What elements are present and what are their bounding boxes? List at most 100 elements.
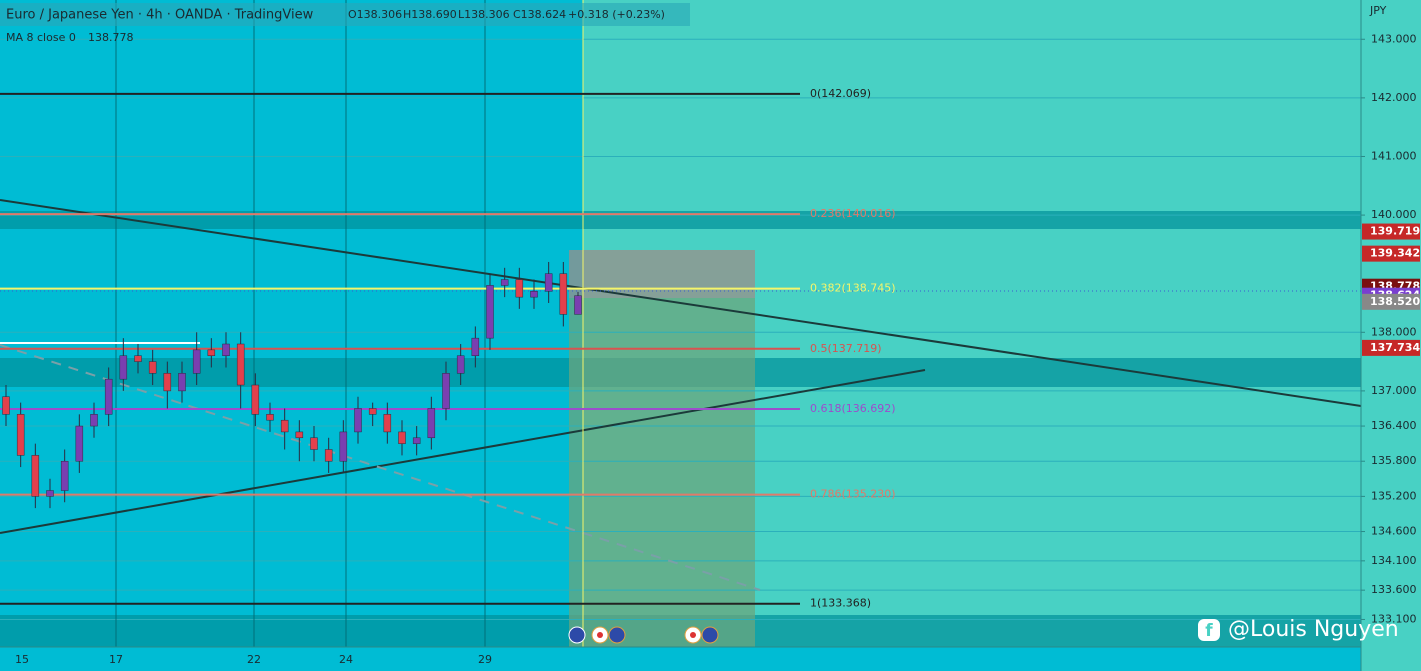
candle-body: [354, 408, 362, 433]
y-tick-label: 134.600: [1371, 525, 1417, 538]
ohlc-value: +0.318 (+0.23%): [568, 8, 665, 21]
candle-body: [236, 343, 245, 386]
candle-body: [60, 460, 69, 491]
price-tag: [1362, 293, 1420, 310]
candle-body: [544, 273, 553, 292]
event-icon: [690, 632, 696, 638]
watermark-text: @Louis Nguyen: [1228, 617, 1399, 642]
y-tick-label: 135.200: [1371, 489, 1417, 502]
candle-body: [75, 425, 84, 462]
watermark: f @Louis Nguyen: [1198, 617, 1399, 642]
candle-body: [310, 437, 318, 450]
candle-body: [574, 295, 582, 315]
y-tick-label: 140.000: [1371, 208, 1417, 221]
candle-body: [442, 373, 450, 409]
candle-body: [148, 361, 157, 374]
candle-body: [134, 355, 142, 362]
candle-body: [339, 431, 348, 462]
indicator-name: MA 8 close 0: [6, 31, 76, 44]
facebook-icon: [1198, 619, 1220, 641]
candle-body: [295, 431, 304, 439]
event-icon: [597, 632, 603, 638]
price-axis-bg: [1361, 0, 1421, 671]
ohlc-value: L138.306: [458, 8, 510, 21]
y-tick-label: 141.000: [1371, 149, 1417, 162]
x-tick-label: 15: [15, 653, 29, 666]
currency: JPY: [1369, 4, 1387, 17]
price-tag-label: 138.520: [1370, 295, 1420, 308]
candle-body: [2, 396, 10, 415]
candle-body: [192, 349, 201, 374]
candle-body: [324, 449, 333, 462]
candle-body: [456, 355, 465, 374]
candle-body: [280, 419, 289, 433]
event-icon: [568, 626, 586, 644]
candle-body: [31, 455, 40, 497]
candle-body: [16, 414, 25, 456]
price-tag-label: 139.342: [1370, 247, 1420, 260]
candle-body: [104, 378, 113, 415]
price-tag: [1362, 223, 1420, 240]
y-tick-label: 135.800: [1371, 454, 1417, 467]
y-tick-label: 137.000: [1371, 384, 1417, 397]
event-icon: [608, 626, 626, 644]
candle-body: [46, 490, 54, 497]
event-icon: [701, 626, 719, 644]
fib-label: 0(142.069): [810, 87, 871, 100]
trendline-dashed: [0, 344, 761, 591]
header-bg: [0, 3, 690, 26]
candle-body: [163, 373, 172, 392]
candle-body: [222, 343, 230, 356]
y-tick-label: 133.100: [1371, 612, 1417, 625]
ohlc-value: H138.690: [403, 8, 457, 21]
plot: 0(142.069) 0.236(140.016) 0.382(138.745) 0.…: [0, 87, 896, 610]
ohlc-value: C138.624: [513, 8, 566, 21]
candle-body: [368, 408, 377, 415]
candle-body: [207, 349, 216, 356]
y-tick-label: 142.000: [1371, 91, 1417, 104]
symbol-title: Euro / Japanese Yen · 4h · OANDA · Tradi…: [6, 8, 314, 23]
target-zone: [569, 298, 755, 647]
price-tag: [1362, 245, 1420, 262]
indicator-value: 138.778: [88, 31, 134, 44]
candle-body: [559, 273, 568, 315]
candle-body: [90, 414, 98, 427]
y-tick-label: 136.400: [1371, 419, 1417, 432]
facebook-f: f: [1205, 621, 1213, 641]
candle-body: [383, 414, 392, 433]
price-tag: [1362, 339, 1420, 356]
ohlc-value: O138.306: [348, 8, 402, 21]
trendline: [0, 199, 1362, 407]
event-icons: [568, 626, 719, 644]
candle-body: [486, 285, 494, 339]
x-tick-label: 22: [247, 653, 261, 666]
fib-label: 0.236(140.016): [810, 207, 896, 220]
fib-label: 0.786(135.230): [810, 488, 896, 501]
price-tag-label: 139.719: [1370, 225, 1420, 238]
x-tick-label: 17: [109, 653, 123, 666]
y-tick-label: 138.000: [1371, 325, 1417, 338]
fib-label: 0.382(138.745): [810, 282, 896, 295]
price-tag-label: 137.734: [1370, 341, 1420, 354]
candle-body: [427, 408, 436, 439]
candle-body: [266, 414, 274, 421]
candle-body: [398, 431, 406, 444]
candle-body: [178, 373, 186, 392]
candle-body: [500, 279, 509, 286]
candle-body: [471, 337, 480, 356]
candle-body: [251, 384, 260, 415]
fib-label: 0.618(136.692): [810, 402, 896, 415]
candle-body: [515, 279, 524, 298]
fib-label: 1(133.368): [810, 597, 871, 610]
trendline: [0, 369, 926, 534]
candle-body: [530, 291, 538, 298]
y-tick-label: 134.100: [1371, 554, 1417, 567]
y-tick-label: 143.000: [1371, 32, 1417, 45]
fib-label: 0.5(137.719): [810, 342, 882, 355]
x-tick-label: 29: [478, 653, 492, 666]
y-tick-label: 133.600: [1371, 583, 1417, 596]
x-tick-label: 24: [339, 653, 353, 666]
candle-body: [119, 355, 128, 380]
candle-body: [412, 437, 421, 444]
